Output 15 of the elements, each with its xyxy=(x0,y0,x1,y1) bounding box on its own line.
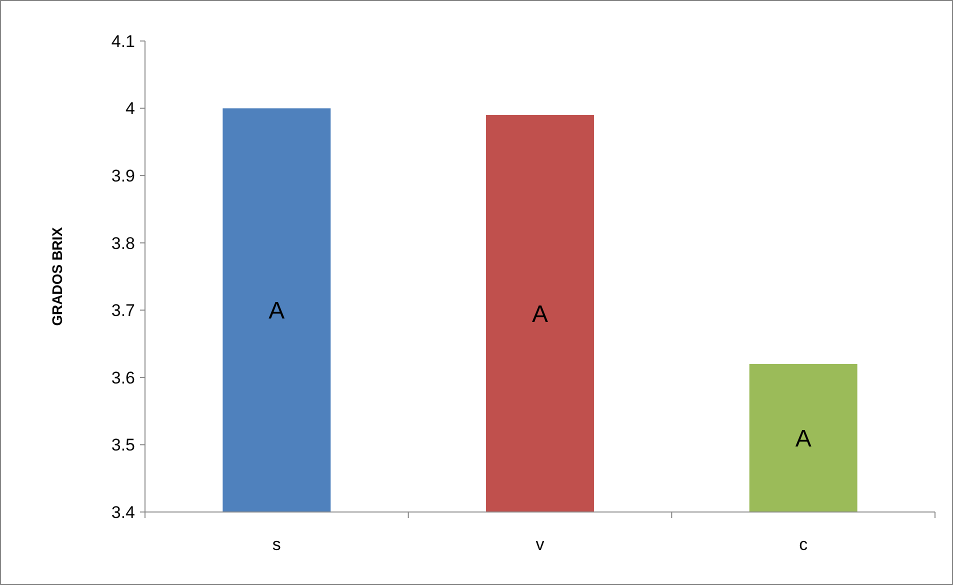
y-tick-label: 3.4 xyxy=(111,502,135,522)
y-tick-label: 4 xyxy=(126,99,135,118)
annotation: A xyxy=(268,298,285,325)
y-tick-label: 3.5 xyxy=(111,436,135,455)
y-tick-label: 3.9 xyxy=(111,166,135,186)
annotation: A xyxy=(532,300,548,328)
x-tick-label: s xyxy=(272,535,281,554)
y-tick-label: 3.7 xyxy=(111,301,135,320)
y-axis-title: GRADOS BRIX xyxy=(49,226,65,326)
x-tick-label: c xyxy=(799,535,808,554)
y-tick-label: 3.6 xyxy=(111,368,135,388)
y-tick-label: 3.8 xyxy=(111,234,135,253)
x-tick-label: v xyxy=(536,535,545,554)
annotation: A xyxy=(795,425,812,452)
y-tick-label: 4.1 xyxy=(111,32,135,51)
